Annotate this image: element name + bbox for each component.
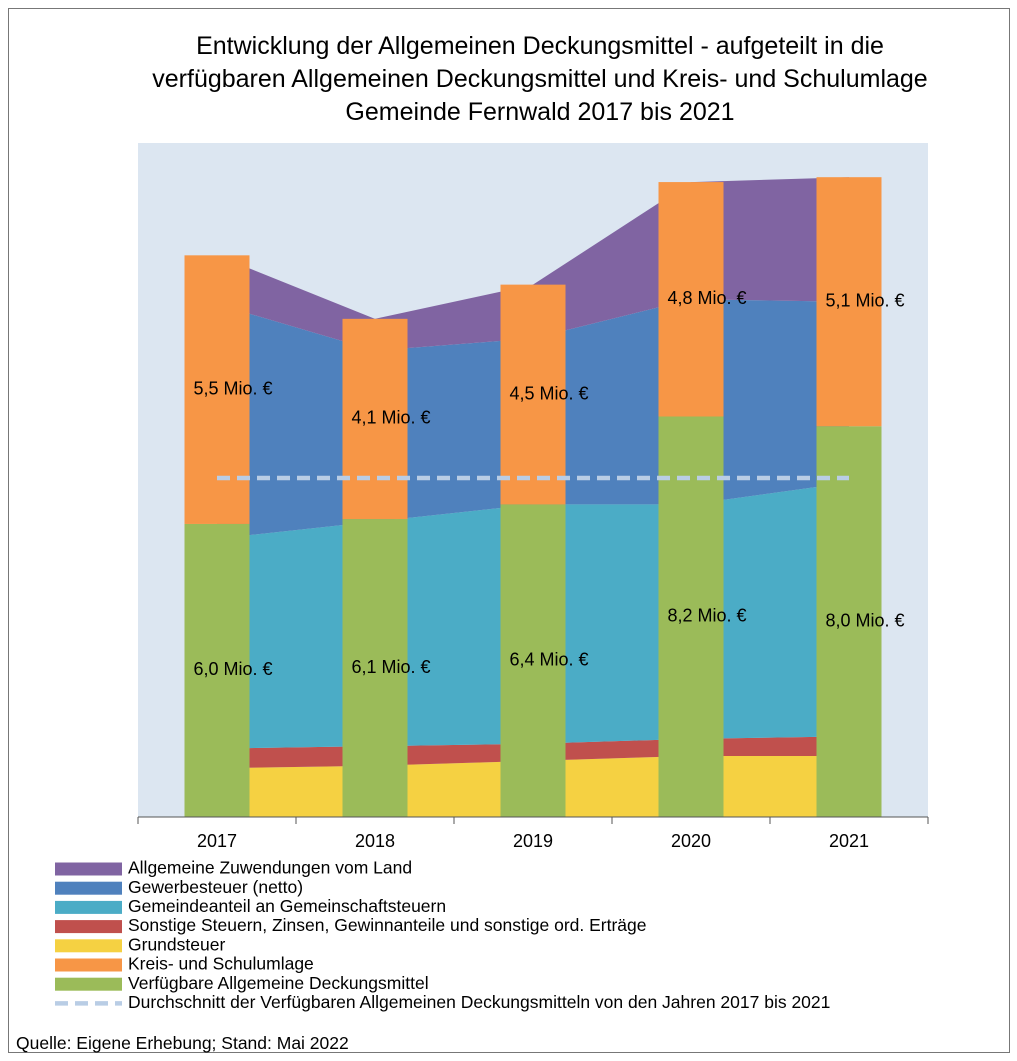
data-label: 5,1 Mio. €	[825, 290, 904, 310]
x-tick-label: 2017	[197, 831, 237, 851]
legend-swatch	[55, 977, 122, 991]
x-axis: 2017 2018 2019 2020 2021	[137, 816, 929, 851]
legend-swatch	[55, 958, 122, 972]
legend-label: Sonstige Steuern, Zinsen, Gewinnanteile …	[128, 915, 647, 935]
data-label: 6,4 Mio. €	[509, 649, 588, 669]
source: Quelle: Eigene Erhebung; Stand: Mai 2022	[16, 1033, 349, 1053]
legend-swatch	[55, 920, 122, 934]
data-label: 6,1 Mio. €	[351, 657, 430, 677]
legend-swatch	[55, 900, 122, 914]
x-tick-label: 2019	[513, 831, 553, 851]
data-label: 8,2 Mio. €	[667, 606, 746, 626]
bar	[184, 523, 250, 817]
bar	[342, 318, 408, 520]
bar	[342, 519, 408, 817]
data-label: 5,5 Mio. €	[193, 378, 272, 398]
chart-title: Entwicklung der Allgemeinen Deckungsmitt…	[152, 32, 928, 126]
x-tick-label: 2018	[355, 831, 395, 851]
plot: 6,0 Mio. € 6,1 Mio. € 6,4 Mio. € 8,2 Mio. €…	[184, 177, 905, 817]
data-label: 8,0 Mio. €	[825, 610, 904, 630]
legend-swatch	[55, 862, 122, 876]
bar	[500, 284, 566, 505]
x-tick-label: 2021	[829, 831, 869, 851]
bar	[658, 416, 724, 817]
legend-label: Durchschnitt der Verfügbaren Allgemeinen…	[128, 992, 830, 1012]
data-label: 6,0 Mio. €	[193, 659, 272, 679]
bar	[658, 182, 724, 417]
legend-label: Kreis- und Schulumlage	[128, 954, 314, 974]
legend-label: Gewerbesteuer (netto)	[128, 877, 303, 897]
data-label: 4,1 Mio. €	[351, 408, 430, 428]
x-tick-label: 2020	[671, 831, 711, 851]
bar	[500, 504, 566, 817]
data-label: 4,8 Mio. €	[667, 288, 746, 308]
legend-label: Allgemeine Zuwendungen vom Land	[128, 858, 412, 878]
legend-label: Gemeindeanteil an Gemeinschaftsteuern	[128, 896, 446, 916]
legend-label: Verfügbare Allgemeine Deckungsmittel	[128, 973, 429, 993]
frame	[8, 8, 1010, 1053]
bar	[816, 177, 882, 427]
legend: Allgemeine Zuwendungen vom LandGewerbest…	[55, 858, 830, 1012]
legend-swatch	[55, 939, 122, 953]
legend-label: Grundsteuer	[128, 934, 225, 954]
data-label: 4,5 Mio. €	[509, 383, 588, 403]
bar	[816, 426, 882, 817]
legend-swatch	[55, 881, 122, 895]
